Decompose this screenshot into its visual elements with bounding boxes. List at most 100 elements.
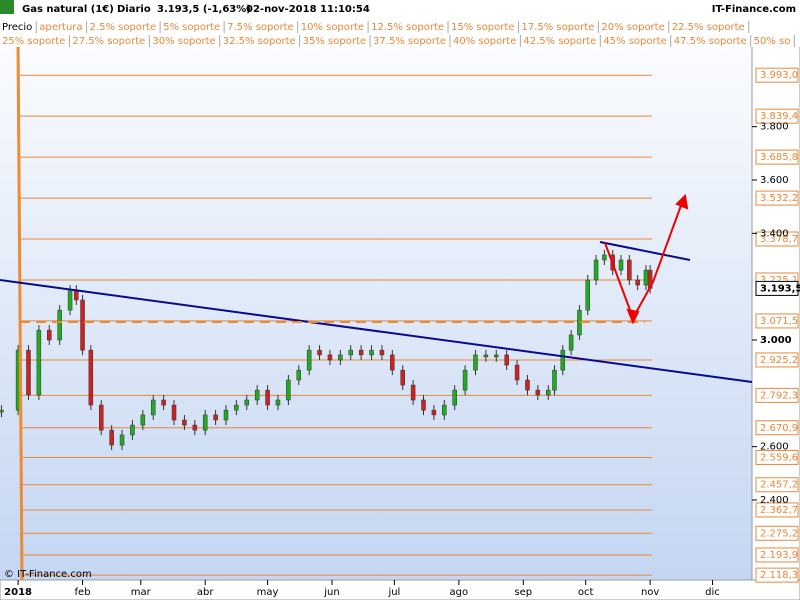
logo [0,0,14,14]
candle [514,364,520,381]
level-label-box [755,525,799,541]
brand: IT-Finance.com [712,4,796,15]
y-tick-label: 3.800 [760,122,789,133]
level-label: 3.225,1 [760,275,798,286]
legend-item: 2.5% soporte [90,22,157,33]
candle [99,404,104,431]
candle [452,389,457,406]
level-label-box [755,231,799,247]
candle [265,389,270,406]
x-tick-label: sep [514,587,532,598]
candle [627,259,632,281]
candle [358,349,364,356]
candle [130,424,135,436]
y-tick-label: 2.600 [760,442,789,453]
level-label-box [755,67,799,83]
candle [462,369,468,391]
level-label-box [755,387,799,403]
legend-item: 30% soporte [152,36,215,47]
candle [88,349,94,406]
legend-item: 37.5% soporte [373,36,446,47]
candle [171,404,177,421]
candle [525,379,530,391]
arrow-head [626,308,640,325]
level-label: 2.457,2 [760,480,798,491]
x-tick-label: oct [578,587,594,598]
candle [618,259,624,271]
level-label: 2.275,2 [760,528,798,539]
level-label: 3.839,4 [760,111,798,122]
level-label-box [755,149,799,165]
candle [442,404,447,416]
level-label: 3.378,7 [760,234,798,245]
legend-item: 27.5% soporte [72,36,145,47]
candle [338,354,343,361]
legend-item: 50% so [754,36,791,47]
candle [234,404,239,411]
level-label-box [755,108,799,124]
last-price: 3.193,5 (-1,63%) [157,4,251,15]
x-tick-label: jun [323,587,339,598]
level-label-box [755,420,799,436]
instrument: Gas natural (1€) [22,4,114,15]
level-label-box [755,567,799,583]
level-label: 2.670,9 [760,423,798,434]
level-label-box [755,313,799,329]
legend-item: 45% soporte [603,36,666,47]
candle [26,349,31,396]
level-label: 2.559,6 [760,452,798,463]
legend-item: 10% soporte [301,22,364,33]
level-label-box [755,190,799,206]
x-tick-label: may [257,587,279,598]
candle [546,389,551,396]
current-price-box [755,280,799,296]
level-label: 2.118,3 [760,570,798,581]
candle [47,329,52,341]
candle [109,429,114,446]
candle [275,399,281,406]
candle [348,349,353,356]
candle [390,354,395,371]
legend-item: apertura [39,22,82,33]
legend-item: 15% soporte [451,22,514,33]
level-label: 3.532,2 [760,193,798,204]
x-tick-label: 2018 [4,587,32,598]
candle [431,409,437,416]
candle [150,399,156,416]
candle [643,269,649,286]
legend-item: 22.5% soporte [672,22,745,33]
x-tick-label: abr [197,587,214,598]
candle [473,354,478,371]
candle [223,409,229,421]
level-label: 2.792,3 [760,390,798,401]
legend-item: 25% soporte [2,36,65,47]
candle [327,354,333,361]
candle [296,369,302,381]
level-label: 2.925,2 [760,355,798,366]
legend-item: 47.5% soporte [674,36,747,47]
arrows [604,193,689,325]
candle [504,354,509,366]
candle [410,384,416,401]
candle [57,309,62,341]
x-tick-label: nov [641,587,659,598]
candle [585,279,591,311]
candle [421,399,426,411]
level-label-box [755,352,799,368]
candle [317,349,322,356]
y-tick-label: 3.000 [760,335,792,346]
plot-background [0,0,752,580]
candle [67,289,73,311]
candle [494,354,499,358]
x-tick-label: feb [75,587,91,598]
level-label-box [755,449,799,465]
trend-line [0,279,753,383]
candle [560,349,566,371]
timestamp: 02-nov-2018 11:10:54 [246,4,370,15]
candle [74,289,79,301]
x-tick-label: dic [705,587,720,598]
candle [119,434,125,446]
level-label-box [755,547,799,563]
candle [202,414,208,431]
arrow-head [675,193,689,210]
